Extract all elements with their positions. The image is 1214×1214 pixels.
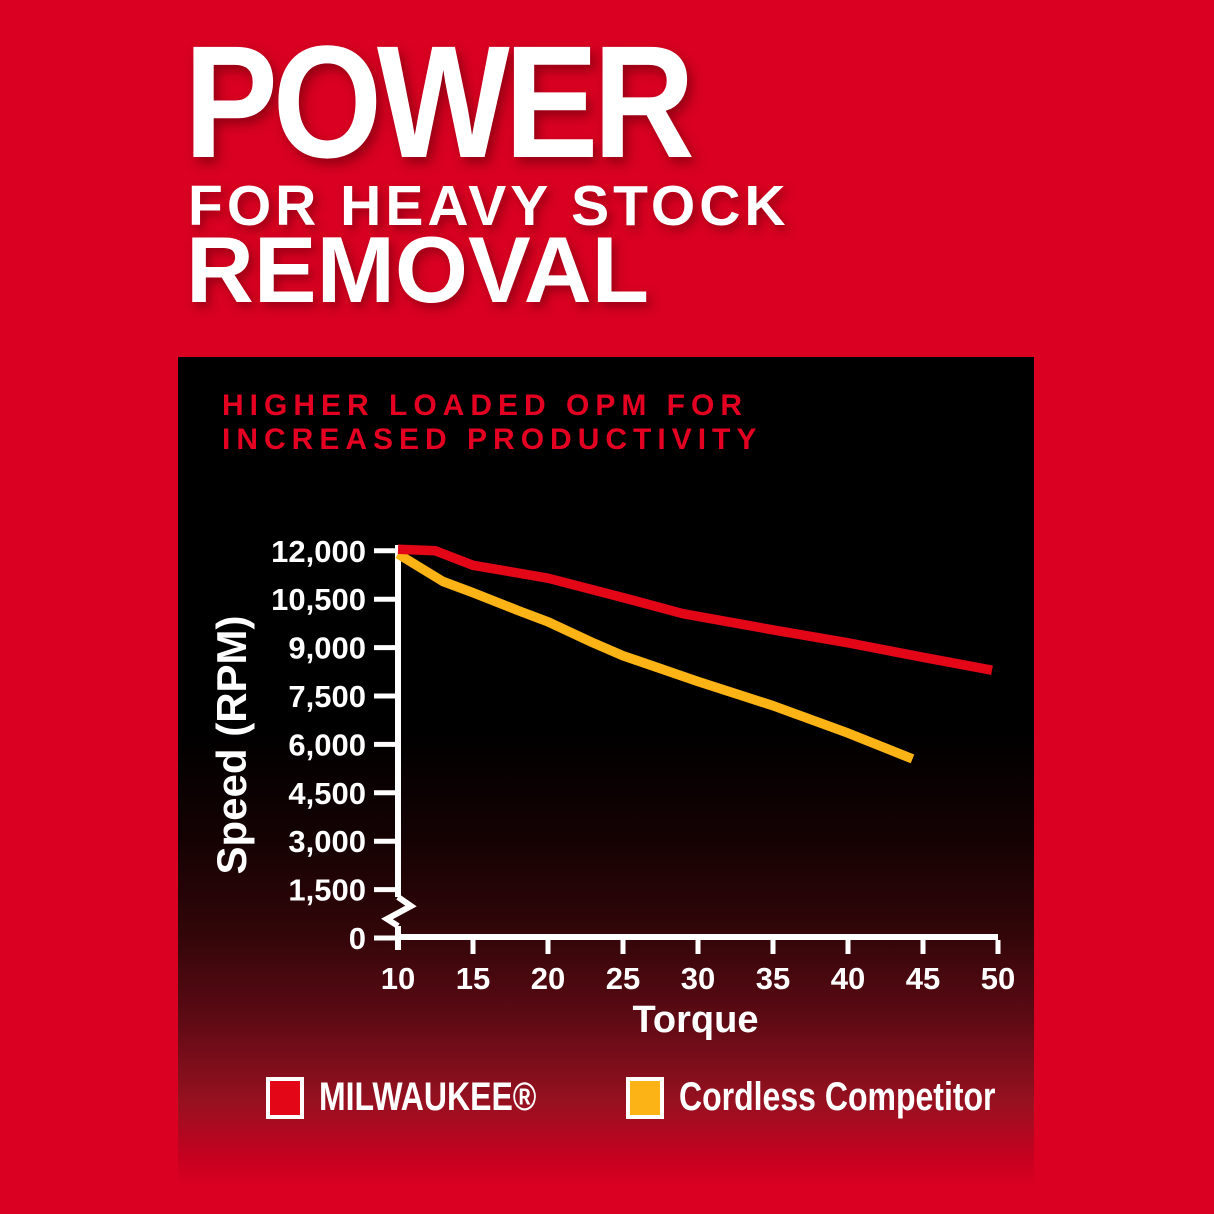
x-tick-label: 45 <box>906 961 940 996</box>
chart-title: HIGHER LOADED OPM FOR INCREASED PRODUCTI… <box>222 389 762 457</box>
y-tick-label: 10,500 <box>271 582 366 617</box>
milwaukee-line <box>397 544 993 675</box>
headline-removal: REMOVAL <box>186 217 650 322</box>
y-tick-label: 9,000 <box>288 631 366 666</box>
legend-item-milwaukee: MILWAUKEE® <box>266 1075 591 1120</box>
chart-title-line2: INCREASED PRODUCTIVITY <box>222 423 763 456</box>
y-axis-break <box>381 894 417 929</box>
x-tick-label: 20 <box>531 961 565 996</box>
x-tick-label: 30 <box>681 961 715 996</box>
y-tick-label: 1,500 <box>288 873 366 908</box>
y-tick-label: 12,000 <box>271 534 366 569</box>
y-tick-label: 0 <box>349 921 366 956</box>
x-tick-label: 35 <box>756 961 790 996</box>
chart-title-line1: HIGHER LOADED OPM FOR <box>222 389 749 422</box>
speed-vs-torque-chart: 0 1,500 3,000 4,500 6,000 7,500 9,000 10,500 12,… <box>208 534 1015 1041</box>
y-tick-label: 3,000 <box>288 824 366 859</box>
legend-item-competitor: Cordless Competitor <box>626 1075 1075 1120</box>
competitor-line <box>395 549 915 764</box>
y-tick-label: 7,500 <box>288 679 366 714</box>
x-axis-title: Torque <box>633 999 759 1041</box>
x-tick-label: 50 <box>981 961 1015 996</box>
y-tick-label: 6,000 <box>288 727 366 762</box>
x-tick-label: 25 <box>606 961 640 996</box>
y-tick-label: 4,500 <box>288 776 366 811</box>
competitor-swatch <box>626 1076 664 1119</box>
x-tick-label: 15 <box>456 961 490 996</box>
headline-power: POWER <box>184 12 695 191</box>
competitor-label: Cordless Competitor <box>679 1075 996 1119</box>
milwaukee-swatch <box>266 1076 304 1119</box>
x-tick-label: 40 <box>831 961 865 996</box>
y-axis-title: Speed (RPM) <box>208 615 255 874</box>
chart-panel: HIGHER LOADED OPM FOR INCREASED PRODUCTI… <box>178 357 1034 1185</box>
headline-for-heavy-stock: FOR HEAVY STOCK <box>188 174 790 238</box>
x-tick-label: 10 <box>381 961 415 996</box>
milwaukee-label: MILWAUKEE® <box>319 1075 537 1119</box>
